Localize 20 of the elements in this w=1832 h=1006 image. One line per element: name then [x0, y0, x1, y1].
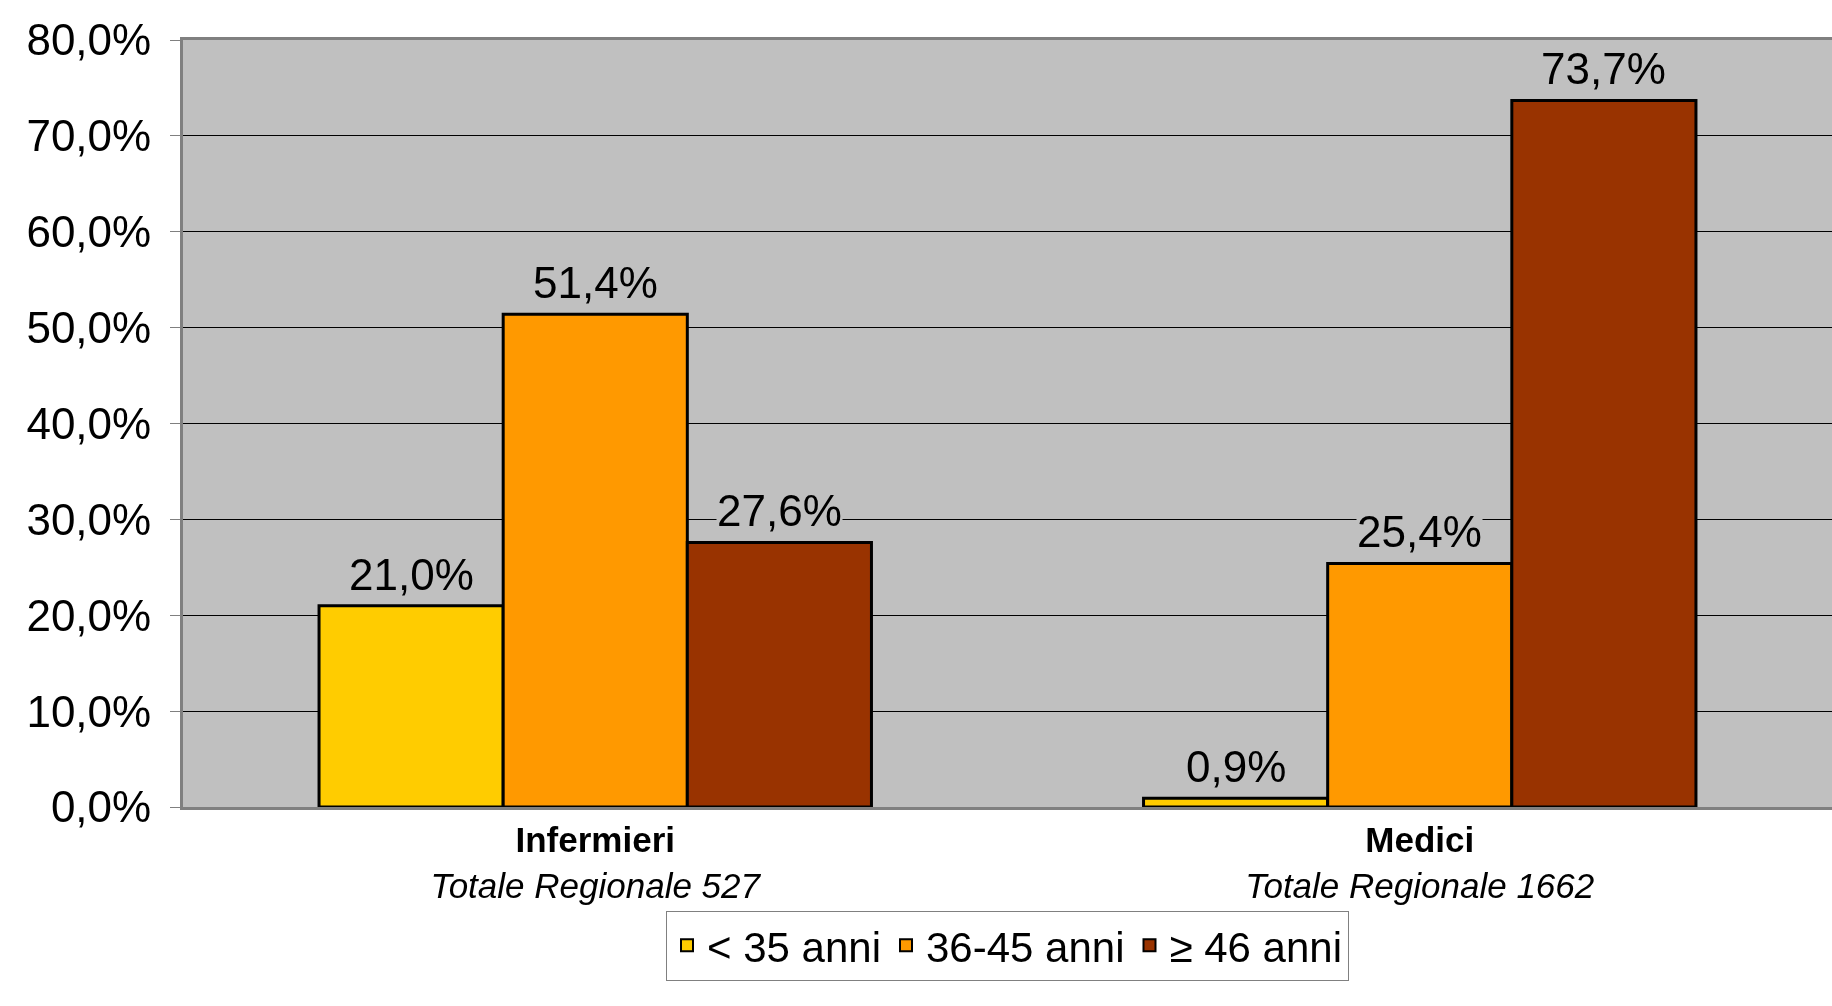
- data-label: 25,4%: [1357, 507, 1482, 556]
- legend-label: 36-45 anni: [926, 923, 1125, 971]
- data-label: 73,7%: [1541, 44, 1666, 93]
- x-tick-label: Medici Totale Regionale 1662: [1245, 820, 1595, 905]
- y-tick-label: 80,0%: [26, 15, 152, 65]
- y-tick-label: 10,0%: [26, 686, 152, 736]
- y-tick-label: 70,0%: [26, 111, 152, 161]
- y-tick-label: 50,0%: [26, 303, 152, 353]
- data-label: 21,0%: [349, 550, 474, 599]
- y-tick-label: 40,0%: [26, 398, 152, 448]
- y-tick-label: 60,0%: [26, 207, 152, 257]
- legend-label: ≥ 46 anni: [1169, 923, 1343, 971]
- x-tick-label: Infermieri Totale Regionale 527: [430, 820, 762, 905]
- legend-label: < 35 anni: [707, 923, 881, 971]
- y-tick-label: 30,0%: [26, 494, 152, 544]
- y-tick-label: 20,0%: [26, 590, 152, 640]
- data-label: 0,9%: [1186, 742, 1287, 791]
- data-label: 51,4%: [533, 258, 658, 307]
- y-tick-label: 0,0%: [50, 782, 152, 832]
- data-label: 27,6%: [717, 486, 842, 535]
